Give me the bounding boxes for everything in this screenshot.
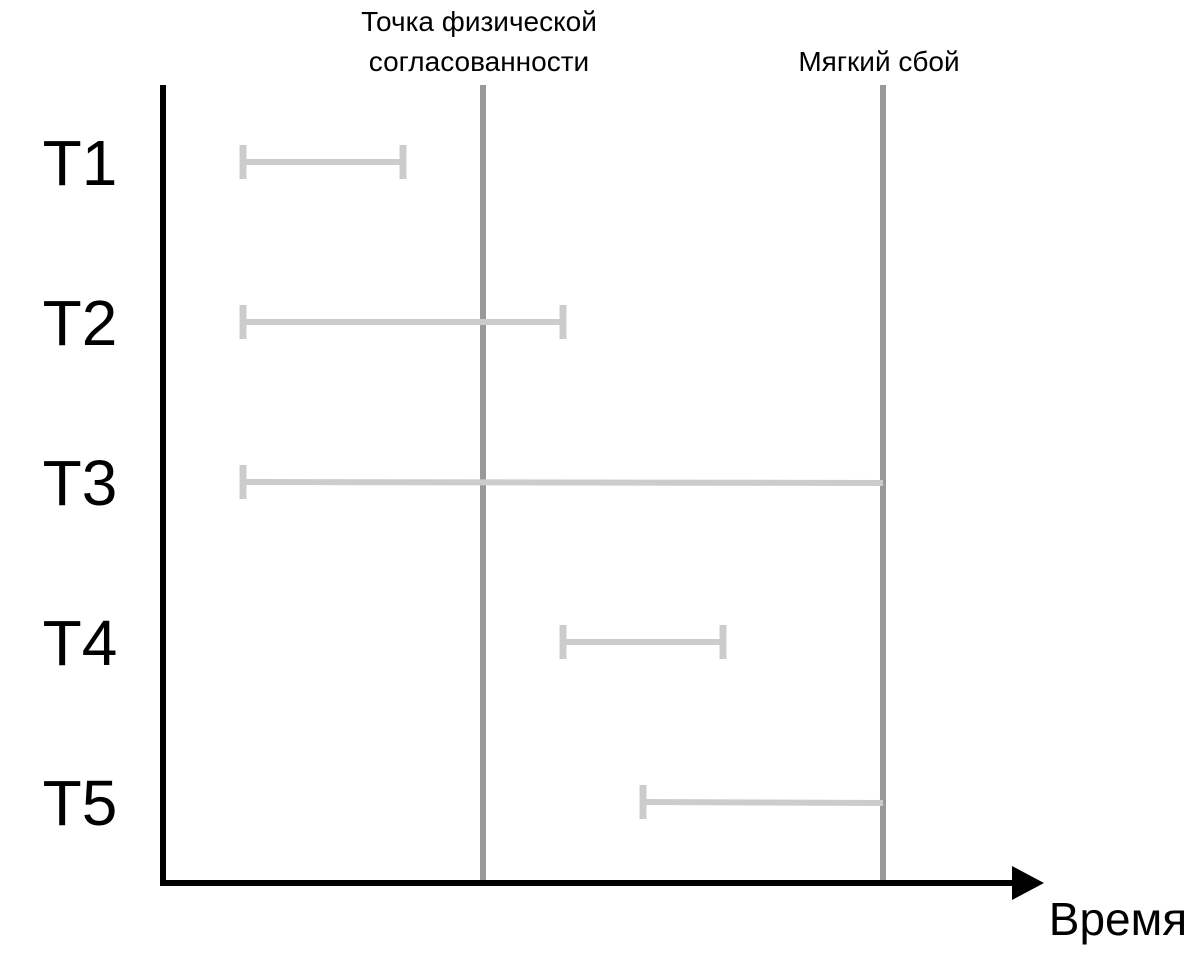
interval-t1	[239, 145, 407, 179]
transaction-labels: T1 T2 T3 T4 T5	[43, 127, 118, 839]
transaction-intervals	[239, 145, 884, 819]
interval-bar	[642, 799, 884, 806]
transaction-label-t1: T1	[43, 127, 118, 199]
transaction-label-t2: T2	[43, 287, 118, 359]
soft-failure-label-line-1: Мягкий сбой	[798, 46, 959, 77]
interval-t2	[239, 305, 567, 339]
transaction-label-t5: T5	[43, 767, 118, 839]
transaction-label-t3: T3	[43, 447, 118, 519]
checkpoint-label-line-1: Точка физической	[361, 6, 597, 37]
interval-t5	[639, 785, 884, 819]
axes	[160, 85, 1044, 900]
checkpoint-label-line-2: согласованности	[369, 46, 589, 77]
interval-t4	[559, 625, 727, 659]
x-axis-label: Время	[1049, 893, 1187, 945]
marker-labels: Точка физической согласованности Мягкий сб…	[361, 6, 960, 77]
transaction-label-t4: T4	[43, 607, 118, 679]
interval-bar	[242, 479, 884, 486]
x-axis-arrowhead	[1012, 866, 1044, 900]
interval-t3	[239, 465, 884, 499]
